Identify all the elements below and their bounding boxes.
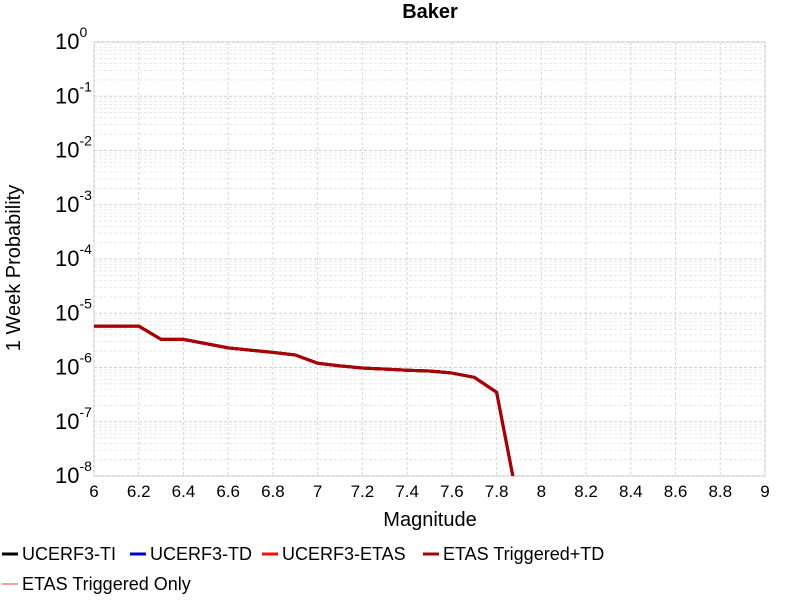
x-tick-label: 7.8 [485,482,509,501]
y-tick-exponent: -7 [79,404,92,420]
x-tick-label: 8 [537,482,546,501]
x-tick-label: 7.4 [395,482,419,501]
series-line [94,324,515,476]
y-tick-exponent: -3 [79,187,92,203]
x-tick-label: 8.6 [664,482,688,501]
legend-label: ETAS Triggered+TD [443,544,604,564]
x-tick-label: 7.2 [351,482,375,501]
y-tick-base: 10 [55,29,79,54]
y-tick-exponent: -4 [79,241,92,257]
y-tick-exponent: -5 [79,295,92,311]
y-tick-exponent: -6 [79,350,92,366]
y-tick-label: 10-8 [55,458,92,488]
x-tick-label: 6.6 [216,482,240,501]
x-tick-label: 8.2 [574,482,598,501]
x-tick-label: 6.8 [261,482,285,501]
legend-label: UCERF3-TD [150,544,252,564]
legend-label: UCERF3-ETAS [282,544,406,564]
x-axis-label: Magnitude [383,509,476,531]
lines [94,324,515,476]
grid [93,41,766,477]
y-tick-base: 10 [55,138,79,163]
chart-title: Baker [402,1,458,23]
y-tick-label: 10-2 [55,133,92,163]
x-tick-label: 7 [313,482,322,501]
y-tick-label: 10-7 [55,404,92,434]
x-tick-label: 7.6 [440,482,464,501]
x-tick-label: 8.4 [619,482,643,501]
y-tick-label: 10-5 [55,295,92,325]
y-tick-label: 10-1 [55,78,92,108]
y-tick-label: 10-6 [55,350,92,380]
y-tick-exponent: -2 [79,133,92,149]
y-tick-label: 100 [55,24,87,54]
x-tick-label: 6 [89,482,98,501]
y-tick-label: 10-4 [55,241,92,271]
y-tick-exponent: -8 [79,458,92,474]
y-tick-base: 10 [55,409,79,434]
y-tick-base: 10 [55,300,79,325]
y-tick-label: 10-3 [55,187,92,217]
y-tick-base: 10 [55,246,79,271]
y-tick-exponent: -1 [79,78,92,94]
y-tick-base: 10 [55,463,79,488]
y-tick-exponent: 0 [79,24,87,40]
legend-label: UCERF3-TI [22,544,116,564]
legend-label: ETAS Triggered Only [22,574,191,594]
y-tick-base: 10 [55,83,79,108]
x-tick-label: 8.8 [708,482,732,501]
x-tick-label: 6.4 [172,482,196,501]
x-tick-label: 6.2 [127,482,151,501]
x-tick-label: 9 [760,482,769,501]
y-tick-base: 10 [55,192,79,217]
y-axis-label: 1 Week Probability [3,185,25,351]
y-tick-base: 10 [55,355,79,380]
